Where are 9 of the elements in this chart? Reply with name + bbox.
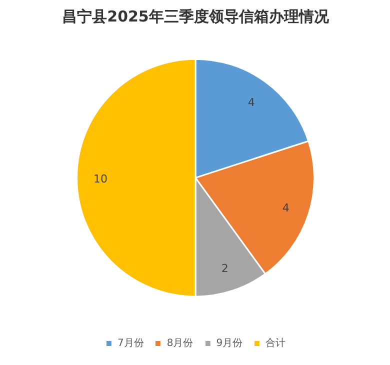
legend-label: 7月份 [117, 337, 144, 350]
data-label: 10 [94, 172, 108, 186]
chart-title: 昌宁县2025年三季度领导信箱办理情况 [62, 8, 330, 26]
legend-label: 9月份 [216, 337, 243, 350]
data-label: 4 [282, 201, 290, 214]
legend-label: 8月份 [166, 337, 194, 350]
data-label: 4 [248, 96, 255, 110]
legend-label: 合计 [266, 336, 286, 350]
data-label: 2 [221, 262, 228, 275]
